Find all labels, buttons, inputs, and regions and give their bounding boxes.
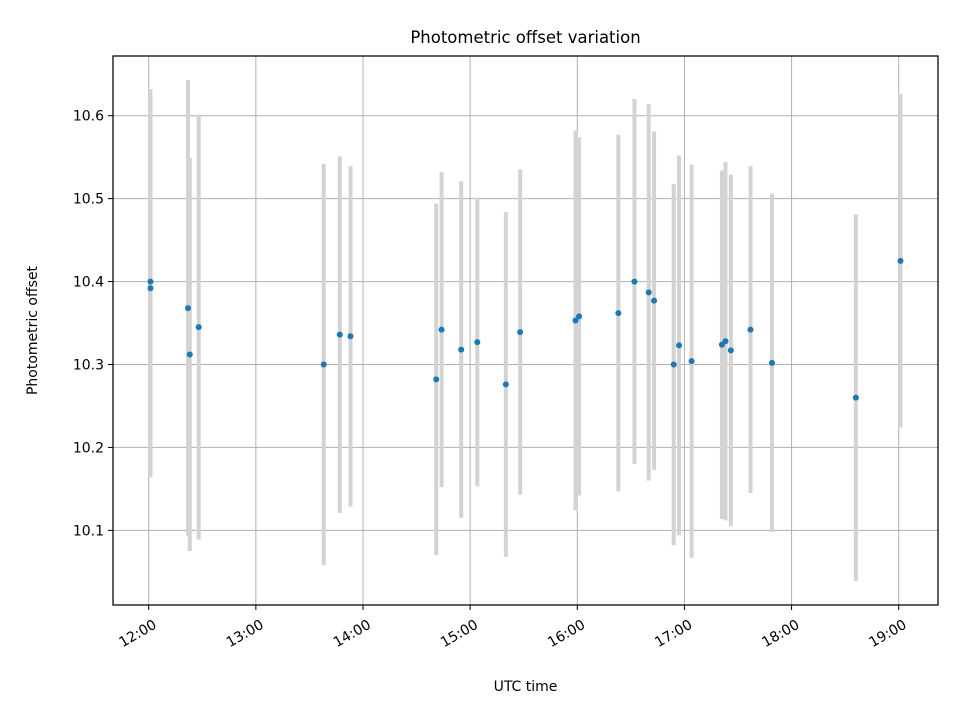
data-point bbox=[676, 342, 683, 349]
y-tick-label: 10.4 bbox=[73, 275, 104, 291]
data-point bbox=[615, 310, 622, 317]
data-point bbox=[185, 305, 191, 312]
data-point bbox=[688, 358, 695, 365]
data-point bbox=[347, 333, 354, 340]
y-axis-ticks: 10.1 10.2 10.3 10.4 10.5 10.6 bbox=[73, 109, 113, 539]
y-axis-label: Photometric offset bbox=[25, 265, 41, 395]
chart-title: Photometric offset variation bbox=[410, 28, 640, 47]
data-point bbox=[670, 361, 677, 368]
data-point bbox=[320, 361, 327, 368]
data-point bbox=[195, 324, 202, 331]
plot-area bbox=[113, 56, 938, 605]
data-point bbox=[458, 346, 465, 353]
data-point bbox=[147, 285, 154, 292]
y-tick-label: 10.1 bbox=[73, 523, 104, 539]
data-point bbox=[651, 297, 658, 304]
data-point bbox=[572, 317, 579, 324]
data-point bbox=[645, 289, 652, 296]
data-point bbox=[517, 329, 524, 336]
y-tick-label: 10.5 bbox=[73, 192, 104, 208]
data-point bbox=[897, 257, 904, 264]
data-point bbox=[852, 394, 859, 401]
data-point bbox=[768, 359, 775, 366]
data-point bbox=[336, 331, 343, 338]
plot-frame bbox=[112, 55, 939, 606]
data-point bbox=[147, 278, 154, 285]
data-point bbox=[747, 326, 754, 333]
data-point bbox=[433, 376, 440, 383]
data-point bbox=[576, 313, 583, 320]
data-point bbox=[727, 347, 734, 354]
data-point bbox=[502, 381, 509, 388]
data-point bbox=[186, 351, 193, 358]
y-tick-label: 10.2 bbox=[73, 440, 104, 456]
data-point bbox=[438, 326, 445, 333]
y-tick-label: 10.6 bbox=[73, 109, 104, 125]
x-axis-label: UTC time bbox=[494, 679, 558, 695]
data-point bbox=[722, 338, 729, 345]
data-point bbox=[631, 278, 638, 285]
data-point bbox=[474, 339, 481, 346]
data-points bbox=[147, 257, 904, 401]
y-tick-label: 10.3 bbox=[73, 358, 104, 374]
